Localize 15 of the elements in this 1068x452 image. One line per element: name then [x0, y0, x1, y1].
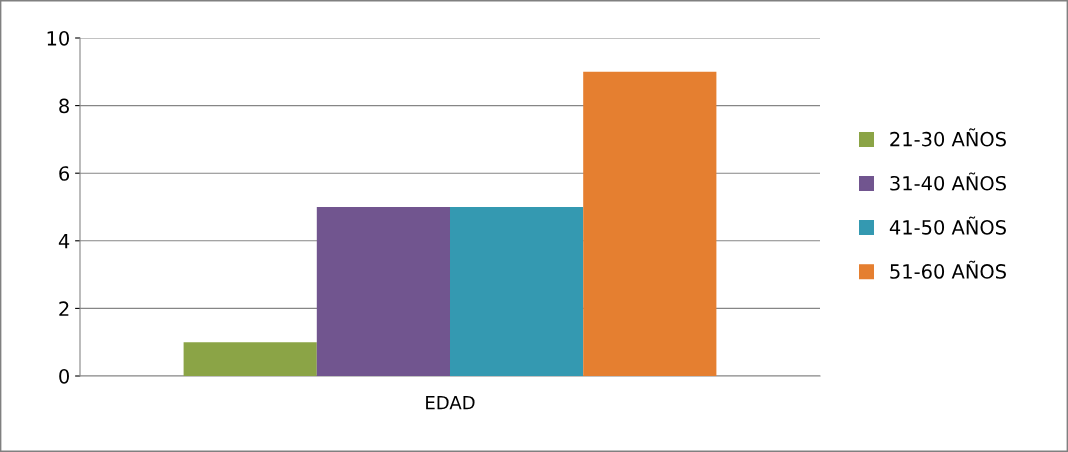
y-tick-label: 8: [59, 98, 69, 114]
y-tick-label: 2: [59, 301, 69, 316]
legend-label: 31-40 AÑOS: [890, 172, 1006, 191]
bar: [450, 207, 584, 376]
bar: [583, 71, 717, 376]
legend-label: 41-50 AÑOS: [889, 216, 1006, 235]
bar: [316, 207, 450, 376]
bar: [183, 342, 317, 376]
y-tick-label: 10: [47, 30, 69, 46]
legend-label: 21-30 AÑOS: [890, 128, 1006, 147]
x-tick-label: EDAD: [426, 396, 475, 410]
legend-label: 51-60 AÑOS: [890, 260, 1006, 279]
y-tick-label: 6: [59, 166, 70, 181]
y-tick-label: 0: [59, 368, 69, 384]
y-tick-label: 4: [58, 234, 70, 249]
